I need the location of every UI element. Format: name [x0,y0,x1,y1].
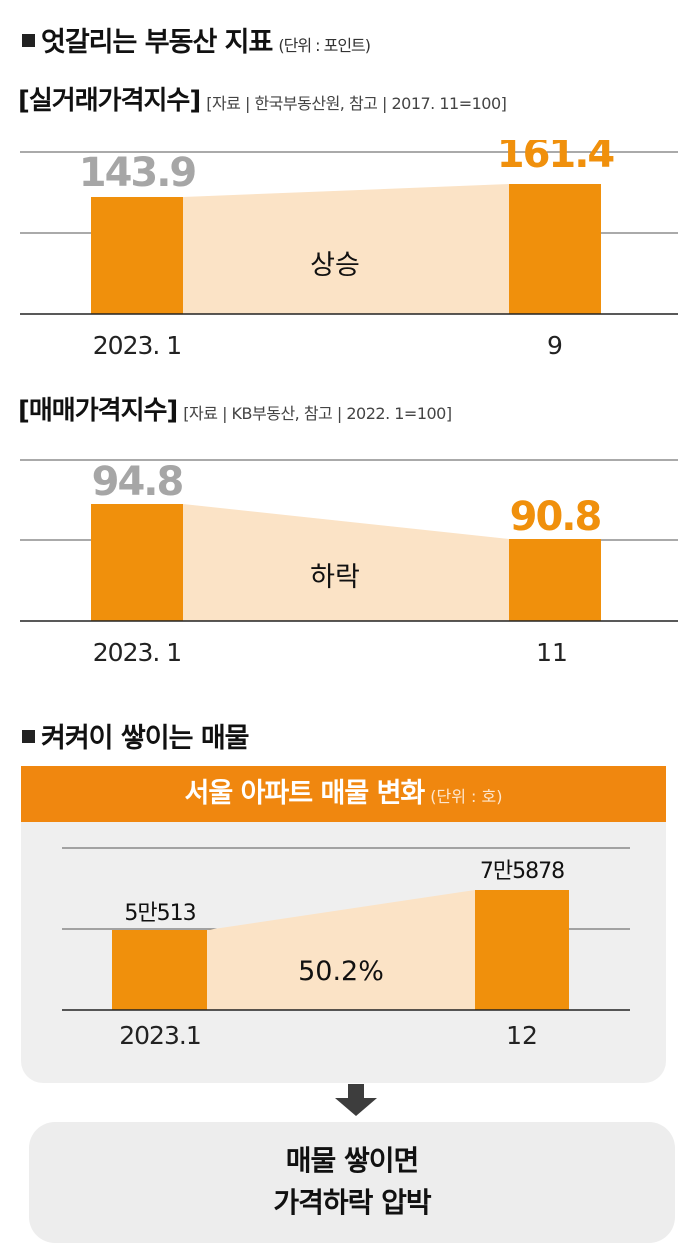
square-bullet-icon [22,730,35,743]
chart-2-bar-1 [91,504,183,621]
chart-2-change-label: 하락 [310,562,360,593]
result-line-2: 가격하락 압박 [273,1186,431,1219]
section-2-heading: 켜켜이 쌓이는 매물 [22,716,250,755]
chart-1-title: [실거래가격지수] [18,86,201,116]
chart-2-title: [매매가격지수] [18,396,178,426]
chart-2: 94.8 90.8 하락 2023. 1 11 [20,459,678,667]
down-arrow-icon [348,1084,364,1099]
chart-2-heading: [매매가격지수] [자료 | KB부동산, 참고 | 2022. 1=100] [18,390,452,427]
chart-3-change-label: 50.2% [298,956,384,987]
chart-1-bar-1 [91,197,183,314]
chart-1-change-label: 상승 [310,250,360,281]
chart-2-source: [자료 | KB부동산, 참고 | 2022. 1=100] [183,404,452,423]
chart-1-heading: [실거래가격지수] [자료 | 한국부동산원, 참고 | 2017. 11=100… [18,80,507,117]
down-arrow-head-icon [335,1098,377,1116]
chart-1: 143.9 161.4 상승 2023. 1 9 [20,140,678,360]
section-1-title: 엇갈리는 부동산 지표 [41,27,273,58]
chart-3-value-label-2: 7만5878 [480,859,564,884]
chart-2-bar-2 [509,539,601,621]
chart-3-bar-2 [475,890,569,1010]
chart-1-category-label-1: 2023. 1 [93,331,181,360]
chart-3-category-label-1: 2023.1 [119,1021,200,1050]
chart-1-value-label-2: 161.4 [497,140,614,177]
chart-1-bar-2 [509,184,601,314]
section-1-unit: (단위 : 포인트) [278,36,371,55]
chart-3: 5만513 7만5878 50.2% 2023.1 12 [62,847,630,1050]
listings-panel-title: 서울 아파트 매물 변화 [184,778,426,809]
section-1-heading: 엇갈리는 부동산 지표 (단위 : 포인트) [22,20,371,59]
chart-2-category-label-1: 2023. 1 [93,638,181,667]
chart-3-category-label-2: 12 [506,1021,538,1050]
result-box: 매물 쌓이면 가격하락 압박 [29,1122,675,1243]
chart-1-change-band [183,184,509,314]
listings-panel-unit: (단위 : 호) [430,787,503,806]
chart-2-category-label-2: 11 [536,638,568,667]
chart-1-source: [자료 | 한국부동산원, 참고 | 2017. 11=100] [206,94,507,113]
result-line-1: 매물 쌓이면 [285,1144,420,1177]
chart-1-value-label-1: 143.9 [79,150,196,196]
chart-2-change-band [183,504,509,621]
chart-2-value-label-2: 90.8 [510,494,601,540]
listings-panel-header: 서울 아파트 매물 변화 (단위 : 호) [21,766,666,822]
chart-3-change-band [207,890,475,1010]
chart-2-value-label-1: 94.8 [92,459,183,505]
chart-1-category-label-2: 9 [547,331,563,360]
section-2-title: 켜켜이 쌓이는 매물 [41,723,250,754]
chart-3-bar-1 [112,930,207,1010]
chart-3-value-label-1: 5만513 [124,901,195,926]
square-bullet-icon [22,34,35,47]
